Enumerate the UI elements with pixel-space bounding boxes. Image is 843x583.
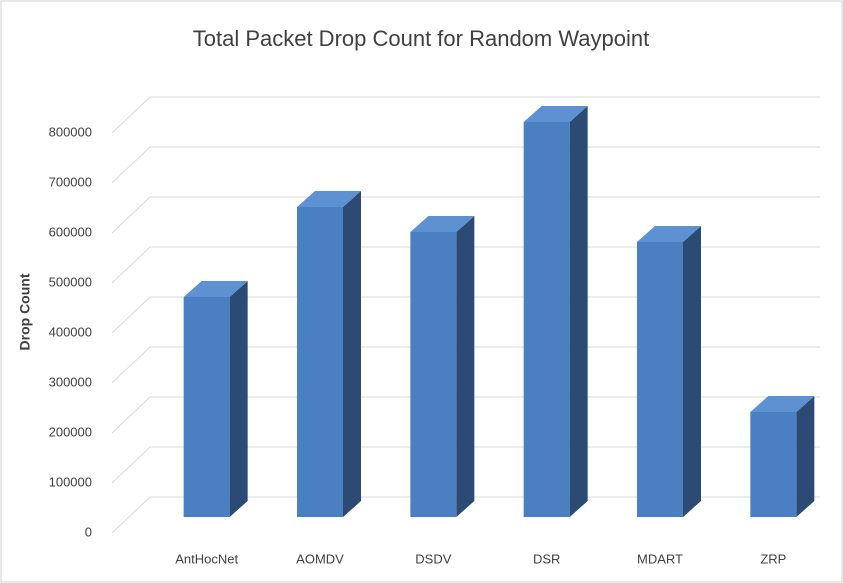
bar-top <box>523 106 588 122</box>
bar-side <box>456 216 475 517</box>
grid-line <box>111 446 820 484</box>
x-tick-label: AntHocNet <box>175 551 238 566</box>
grid-line <box>111 146 820 184</box>
bar <box>750 412 797 517</box>
y-axis-label: Drop Count <box>17 273 33 350</box>
grid-line <box>111 346 820 384</box>
grid-line <box>111 196 820 234</box>
chart-title: Total Packet Drop Count for Random Waypo… <box>193 26 650 51</box>
grid-line <box>111 496 820 534</box>
grid-line <box>111 396 820 434</box>
bar-top <box>410 216 475 232</box>
x-tick-label: DSDV <box>415 551 451 566</box>
bar-side <box>569 106 588 517</box>
bar-top <box>750 396 815 412</box>
bar-side <box>683 226 701 517</box>
bar <box>637 242 683 517</box>
y-tick-label: 700000 <box>49 174 92 189</box>
x-tick-label: MDART <box>637 551 683 566</box>
bar-top <box>297 191 361 207</box>
bar-side <box>796 396 815 517</box>
y-tick-label: 100000 <box>49 474 92 489</box>
bar-top <box>183 281 248 297</box>
x-tick-label: ZRP <box>760 551 786 566</box>
bar-side <box>343 191 361 517</box>
y-tick-label: 400000 <box>49 324 92 339</box>
grid-line <box>111 96 820 134</box>
bar-side <box>229 281 248 517</box>
bar <box>183 297 230 517</box>
y-tick-label: 300000 <box>49 374 92 389</box>
grid-line <box>111 246 820 284</box>
bar-top <box>637 226 701 242</box>
bar <box>410 232 457 517</box>
y-tick-label: 800000 <box>49 124 92 139</box>
bar <box>297 207 343 517</box>
y-tick-label: 200000 <box>49 424 92 439</box>
y-tick-label: 600000 <box>49 224 92 239</box>
grid-line <box>111 296 820 334</box>
y-tick-label: 0 <box>85 524 92 539</box>
bar <box>523 122 570 517</box>
x-tick-label: DSR <box>533 551 560 566</box>
y-tick-label: 500000 <box>49 274 92 289</box>
x-tick-label: AOMDV <box>296 551 344 566</box>
